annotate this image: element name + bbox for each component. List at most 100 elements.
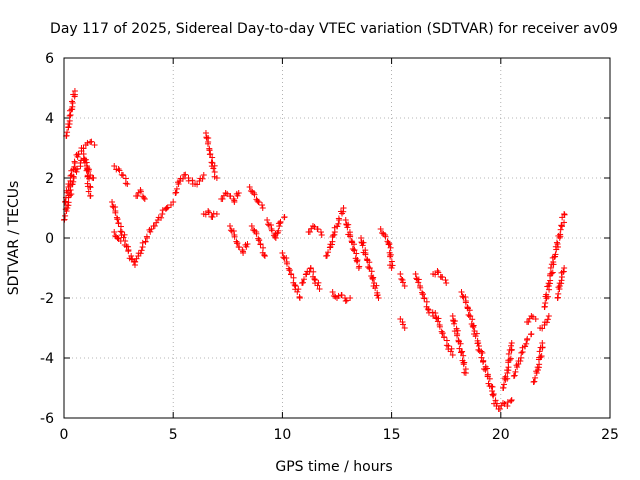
data-point bbox=[335, 220, 342, 227]
data-point bbox=[154, 217, 161, 223]
data-point bbox=[501, 381, 508, 388]
data-point bbox=[200, 172, 207, 178]
y-tick-labels: -6 -4 -2 0 2 4 6 bbox=[40, 51, 54, 427]
data-point bbox=[398, 275, 405, 282]
data-point bbox=[388, 258, 395, 265]
data-point bbox=[424, 306, 431, 313]
data-point bbox=[368, 268, 375, 275]
data-point bbox=[458, 289, 465, 295]
data-point bbox=[87, 193, 94, 199]
data-point bbox=[539, 325, 546, 332]
data-point bbox=[374, 292, 381, 299]
data-point bbox=[84, 183, 91, 190]
data-point bbox=[486, 383, 493, 390]
data-point bbox=[451, 320, 458, 327]
data-point bbox=[521, 343, 528, 350]
data-point bbox=[247, 187, 254, 194]
data-point bbox=[134, 192, 141, 199]
data-point bbox=[115, 220, 122, 227]
data-point bbox=[82, 156, 89, 163]
data-point bbox=[387, 244, 394, 251]
data-point bbox=[255, 199, 262, 206]
data-point bbox=[355, 265, 362, 271]
data-point bbox=[399, 321, 406, 328]
data-point bbox=[421, 295, 428, 302]
data-point bbox=[389, 262, 396, 269]
data-point bbox=[508, 342, 515, 349]
data-point bbox=[279, 250, 286, 256]
data-point bbox=[528, 331, 535, 337]
data-point bbox=[466, 313, 473, 320]
data-point bbox=[505, 350, 512, 357]
data-point bbox=[132, 258, 139, 265]
data-point bbox=[199, 175, 206, 182]
data-point bbox=[561, 211, 568, 217]
data-point bbox=[254, 197, 261, 204]
y-axis-title: SDTVAR / TECUs bbox=[6, 181, 22, 296]
data-point bbox=[83, 167, 90, 174]
data-point bbox=[344, 224, 351, 231]
data-point bbox=[194, 181, 201, 188]
data-point bbox=[330, 232, 337, 239]
data-point bbox=[300, 279, 307, 286]
data-point bbox=[123, 243, 130, 250]
data-point bbox=[555, 284, 562, 291]
data-point bbox=[329, 289, 336, 295]
data-point bbox=[366, 259, 373, 266]
data-point bbox=[259, 205, 266, 211]
data-point bbox=[560, 268, 567, 275]
data-point bbox=[85, 188, 92, 195]
data-point bbox=[524, 335, 531, 342]
data-point bbox=[372, 285, 379, 292]
data-point bbox=[235, 190, 242, 196]
data-point bbox=[205, 209, 212, 216]
data-point bbox=[163, 205, 170, 211]
data-point bbox=[351, 247, 358, 254]
data-point bbox=[120, 172, 127, 179]
data-point bbox=[517, 358, 524, 365]
data-point bbox=[478, 354, 485, 361]
data-point bbox=[261, 252, 268, 259]
data-point bbox=[138, 247, 145, 254]
data-point bbox=[547, 271, 554, 278]
data-point bbox=[246, 184, 253, 190]
data-point bbox=[388, 265, 395, 271]
data-point bbox=[121, 231, 128, 238]
data-point bbox=[71, 88, 78, 94]
data-point bbox=[61, 216, 68, 223]
data-point bbox=[87, 184, 94, 191]
data-point bbox=[561, 219, 568, 226]
data-point bbox=[307, 265, 314, 272]
data-point bbox=[442, 277, 449, 284]
data-point bbox=[545, 313, 552, 319]
data-point bbox=[334, 223, 341, 230]
data-point bbox=[112, 209, 119, 216]
data-point bbox=[209, 154, 216, 161]
data-point bbox=[67, 112, 74, 118]
data-point bbox=[475, 340, 482, 347]
data-point bbox=[460, 352, 467, 359]
data-point bbox=[236, 244, 243, 251]
data-point bbox=[117, 238, 124, 244]
data-point bbox=[227, 227, 234, 234]
data-point bbox=[415, 276, 422, 283]
data-point bbox=[303, 271, 310, 277]
data-point bbox=[377, 226, 384, 232]
data-point bbox=[140, 194, 147, 201]
data-point bbox=[159, 207, 166, 214]
data-point bbox=[71, 163, 78, 170]
data-point bbox=[211, 162, 218, 169]
data-point bbox=[434, 318, 441, 325]
data-point bbox=[84, 139, 91, 146]
data-point bbox=[176, 178, 183, 184]
data-point bbox=[205, 208, 212, 214]
data-point bbox=[441, 334, 448, 341]
data-point bbox=[454, 327, 461, 334]
data-point bbox=[256, 237, 263, 244]
data-point bbox=[558, 223, 565, 229]
data-point bbox=[109, 199, 116, 205]
data-point bbox=[401, 325, 408, 331]
data-point bbox=[314, 282, 321, 289]
data-point bbox=[492, 397, 499, 404]
data-point bbox=[343, 297, 350, 304]
